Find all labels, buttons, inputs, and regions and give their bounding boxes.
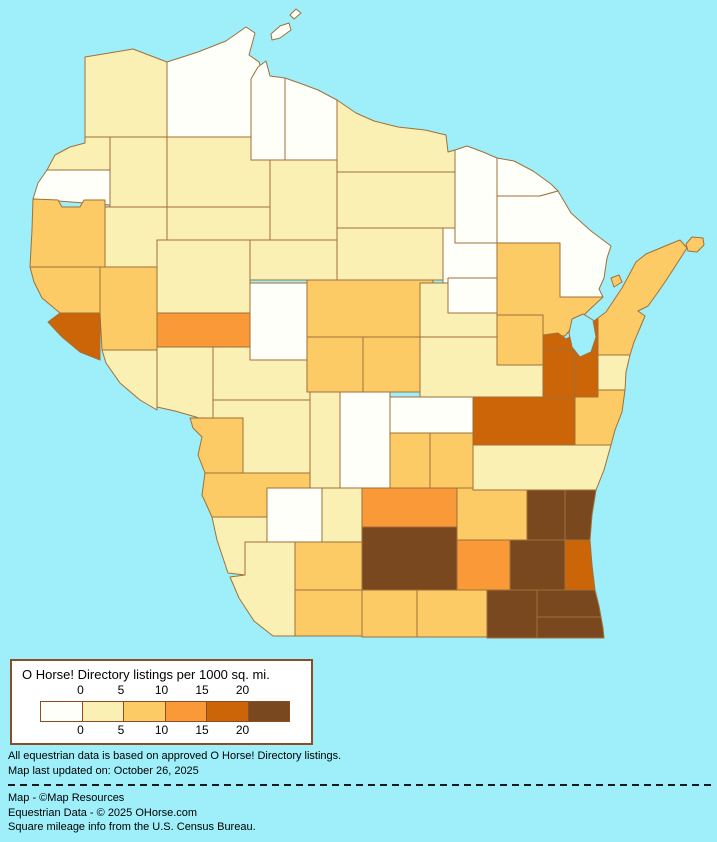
county-rock: [416, 589, 488, 638]
county-marquette: [389, 432, 431, 489]
county-manitowoc: [574, 389, 626, 446]
county-winnebago: [542, 349, 576, 398]
county-walworth: [486, 589, 538, 639]
county-lafayette: [294, 589, 363, 637]
county-menominee: [447, 277, 498, 314]
legend-tick: 15: [195, 683, 209, 697]
county-taylor: [249, 239, 338, 281]
county-douglas: [84, 48, 168, 138]
county-pierce: [29, 266, 101, 314]
county-forest: [454, 145, 498, 244]
legend-swatch-5: [248, 702, 289, 721]
county-burnett: [46, 136, 111, 171]
county-kewaunee: [597, 354, 631, 391]
county-chambers-island: [610, 274, 623, 288]
credit-equestrian-data: Equestrian Data - © 2025 OHorse.com: [8, 807, 198, 819]
county-rusk: [166, 206, 271, 241]
county-madeline-island: [270, 22, 292, 41]
county-ozaukee: [564, 489, 597, 541]
footer-updated-note: Map last updated on: October 26, 2025: [8, 765, 199, 777]
legend-title: O Horse! Directory listings per 1000 sq.…: [22, 667, 270, 682]
county-dane: [361, 526, 458, 591]
county-florence: [496, 157, 559, 197]
county-polk: [32, 169, 111, 206]
legend-tick: 0: [77, 723, 84, 737]
county-price: [269, 159, 338, 241]
county-washburn: [109, 136, 168, 208]
county-waushara: [389, 396, 474, 434]
county-vilas: [336, 99, 456, 173]
legend-swatch-0: [41, 702, 83, 721]
legend-swatch-1: [82, 702, 124, 721]
county-richland: [266, 487, 323, 543]
county-adams: [339, 391, 391, 489]
county-lincoln: [336, 227, 444, 281]
county-washington: [526, 489, 566, 541]
lake-winnebago: [568, 313, 597, 358]
county-oneida: [336, 171, 456, 229]
county-iowa: [294, 541, 363, 591]
legend-tick: 5: [117, 723, 125, 737]
county-buffalo: [101, 349, 158, 411]
county-pepin: [47, 312, 101, 361]
legend: O Horse! Directory listings per 1000 sq.…: [10, 659, 313, 745]
dashed-separator: [8, 784, 712, 786]
county-st-croix: [29, 198, 106, 268]
county-columbia: [361, 487, 458, 528]
county-chippewa: [156, 239, 251, 314]
county-grant: [229, 541, 296, 637]
county-kenosha: [536, 616, 605, 639]
legend-tick: 20: [235, 683, 250, 697]
county-la-crosse: [189, 417, 244, 474]
county-ashland: [250, 60, 286, 161]
county-marathon: [306, 279, 434, 338]
county-trempealeau: [156, 346, 214, 426]
footer-data-note: All equestrian data is based on approved…: [8, 750, 342, 762]
legend-tick: 15: [195, 723, 209, 737]
wisconsin-county-map: [29, 8, 705, 639]
legend-tick: 0: [77, 683, 84, 697]
legend-tick: 20: [235, 723, 250, 737]
credit-census-bureau: Square mileage info from the U.S. Census…: [8, 821, 256, 833]
county-calumet: [574, 349, 599, 398]
county-bayfield: [166, 26, 264, 138]
legend-tick: 10: [154, 723, 169, 737]
county-apostle-island: [289, 8, 302, 20]
credit-map-resources: Map - ©Map Resources: [8, 792, 125, 804]
county-milwaukee: [564, 539, 596, 591]
county-outagamie: [496, 314, 544, 366]
legend-color-ramp: [40, 701, 290, 722]
county-portage: [362, 336, 421, 393]
county-racine: [536, 589, 602, 618]
county-washington-island: [685, 236, 705, 253]
county-wood: [306, 336, 364, 393]
county-jefferson: [456, 539, 511, 591]
legend-tick: 5: [117, 683, 125, 697]
legend-swatch-2: [124, 702, 166, 721]
county-green-lake: [429, 432, 474, 489]
county-dodge: [456, 487, 528, 541]
county-iron: [284, 77, 338, 161]
county-sheboygan: [472, 444, 612, 491]
county-green: [361, 589, 418, 638]
county-eau-claire: [156, 312, 251, 348]
county-door: [597, 239, 688, 356]
legend-swatch-4: [207, 702, 249, 721]
legend-ticks-top: 0 5 10 15 20: [12, 683, 311, 697]
county-sauk: [321, 487, 363, 543]
county-waukesha: [509, 539, 566, 591]
legend-tick: 10: [154, 683, 169, 697]
county-dunn: [99, 266, 158, 351]
county-clark: [249, 282, 308, 361]
county-fond-du-lac: [472, 396, 576, 446]
legend-ticks-bottom: 0 5 10 15 20: [12, 723, 311, 737]
legend-swatch-3: [165, 702, 207, 721]
